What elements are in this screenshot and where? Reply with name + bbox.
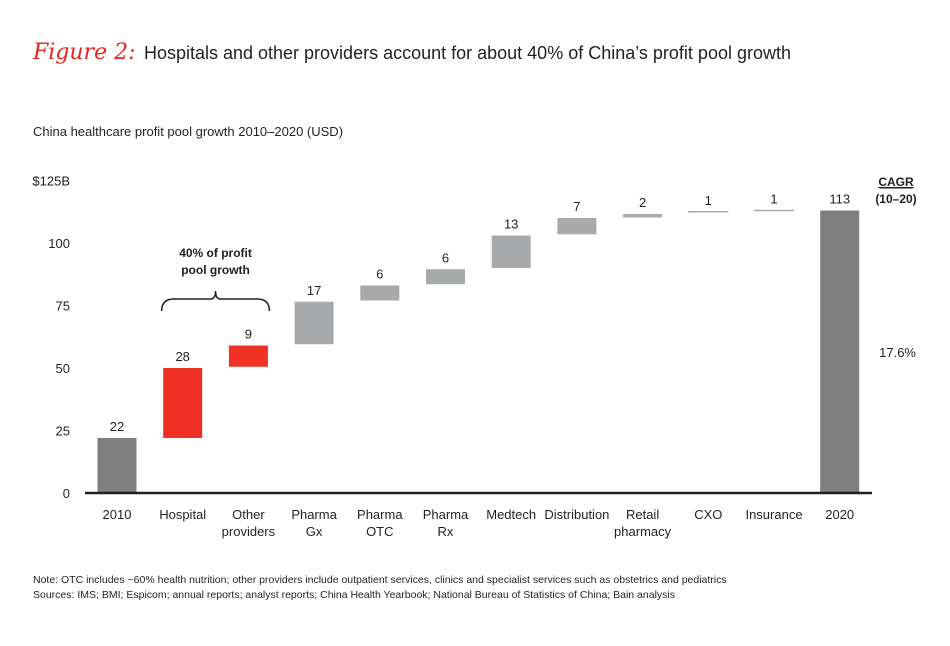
x-category-label: Pharma [291, 507, 337, 522]
bar-value-label: 7 [573, 199, 580, 214]
y-tick-label: 25 [56, 424, 70, 439]
bar-value-label: 9 [245, 327, 252, 342]
x-category-label: 2020 [825, 507, 854, 522]
bar [294, 301, 334, 345]
bar [426, 269, 465, 285]
figure-label: Figure 2: [33, 40, 136, 65]
bar-value-label: 6 [442, 250, 449, 265]
bar [623, 214, 663, 218]
bar [97, 438, 137, 493]
bar [820, 210, 860, 493]
bar [163, 368, 203, 438]
bar [491, 235, 531, 268]
bar-value-label: 1 [770, 192, 777, 207]
bar-value-label: 1 [705, 193, 712, 208]
cagr-header: CAGR [878, 175, 914, 189]
cagr-value: 17.6% [879, 345, 916, 360]
bar-value-label: 113 [829, 192, 850, 207]
x-category-label: Gx [306, 524, 323, 539]
x-category-label: Pharma [357, 507, 403, 522]
bar-value-label: 13 [504, 217, 518, 232]
y-tick-label: 0 [63, 486, 70, 501]
bar [557, 218, 597, 235]
bar-value-label: 22 [110, 419, 124, 434]
x-category-label: Distribution [544, 507, 609, 522]
bar-value-label: 17 [307, 283, 321, 298]
x-category-label: Rx [438, 524, 454, 539]
chart-subtitle: China healthcare profit pool growth 2010… [33, 124, 344, 139]
x-category-label: pharmacy [614, 524, 672, 539]
y-tick-label: 75 [56, 299, 70, 314]
x-category-label: Retail [626, 507, 659, 522]
y-tick-label: 100 [48, 236, 70, 251]
chart-title: Hospitals and other providers account fo… [143, 43, 791, 63]
bar [228, 345, 268, 367]
x-category-label: Hospital [159, 507, 206, 522]
chart-note: Note: OTC includes ~60% health nutrition… [33, 574, 727, 586]
x-category-label: Medtech [486, 507, 536, 522]
chart-sources: Sources: IMS; BMI; Espicom; annual repor… [33, 589, 675, 601]
annotation-text: 40% of profit [179, 246, 252, 260]
x-category-label: 2010 [103, 507, 132, 522]
bar-value-label: 2 [639, 195, 646, 210]
annotation-text: pool growth [181, 263, 250, 277]
y-tick-label: 50 [56, 361, 70, 376]
bar [360, 285, 400, 301]
x-category-label: OTC [366, 524, 393, 539]
bar-value-label: 28 [175, 349, 189, 364]
x-category-label: Other [232, 507, 265, 522]
title-block: Figure 2: Hospitals and other providers … [33, 40, 791, 65]
cagr-period: (10–20) [875, 192, 916, 206]
x-category-label: Insurance [745, 507, 802, 522]
x-category-label: Pharma [423, 507, 469, 522]
y-tick-label: $125B [32, 174, 70, 189]
x-category-label: CXO [694, 507, 722, 522]
x-category-label: providers [222, 524, 276, 539]
bar-value-label: 6 [376, 267, 383, 282]
annotation-bracket [160, 290, 271, 312]
